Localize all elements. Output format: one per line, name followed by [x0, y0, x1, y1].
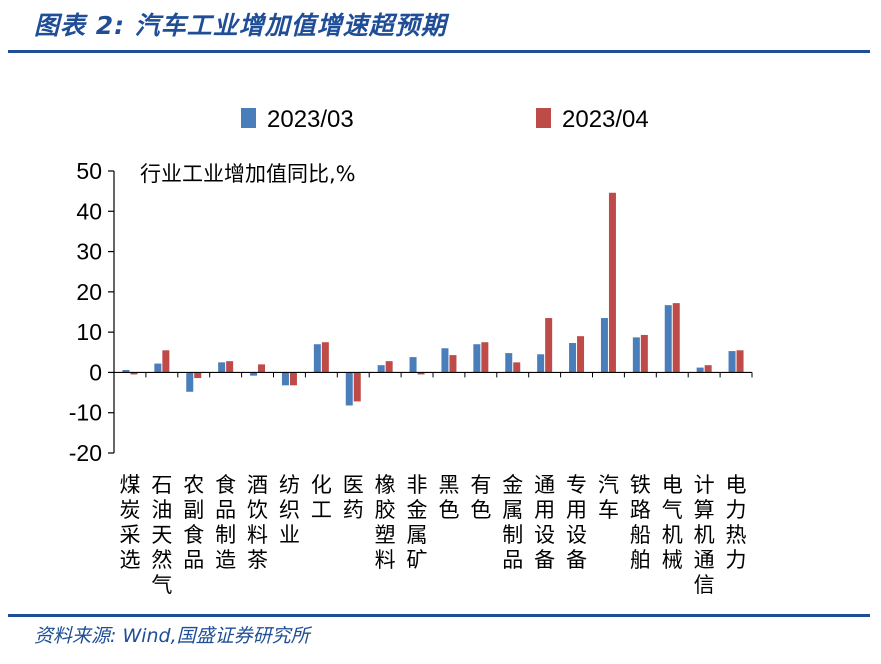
bar-2023-03: [505, 353, 513, 373]
y-tick-label: 40: [76, 198, 102, 224]
category-label: 化工: [311, 473, 332, 522]
category-label: 农副食品: [183, 473, 204, 572]
category-label: 电力热力: [726, 473, 747, 572]
bar-2023-04: [226, 361, 234, 373]
bar-2023-03: [728, 351, 736, 373]
y-tick-label: -10: [69, 400, 102, 426]
category-label: 有色: [470, 473, 491, 522]
category-label: 橡胶塑料: [375, 473, 396, 572]
bar-2023-03: [441, 348, 449, 373]
category-label: 金属制品: [502, 473, 523, 572]
bar-2023-04: [353, 372, 361, 402]
chart-legend: 2023/03 2023/04: [241, 106, 649, 133]
bar-2023-03: [345, 372, 353, 406]
bar-2023-03: [122, 370, 130, 373]
bar-2023-03: [696, 367, 704, 373]
y-tick-label: 50: [76, 158, 102, 184]
category-label: 食品制造: [215, 473, 236, 572]
bar-2023-04: [672, 303, 680, 373]
bottom-divider: [8, 614, 870, 617]
figure-title: 图表 2: 汽车工业增加值增速超预期: [34, 11, 447, 40]
category-label: 电气机械: [662, 473, 683, 572]
bar-2023-04: [321, 342, 329, 373]
bar-2023-04: [130, 372, 138, 375]
bar-2023-04: [417, 372, 425, 375]
y-tick-label: -20: [69, 440, 102, 466]
category-label: 医药: [343, 473, 364, 522]
bar-2023-04: [545, 318, 553, 373]
top-divider: [8, 50, 870, 53]
bar-2023-03: [664, 305, 672, 373]
y-tick-label: 10: [76, 319, 102, 345]
category-label: 煤炭采选: [119, 473, 140, 572]
y-tick-label: 0: [89, 359, 102, 385]
bar-2023-04: [608, 192, 616, 373]
legend-label: 2023/03: [267, 106, 354, 133]
category-label: 黑色: [438, 473, 459, 522]
category-label: 非金属矿: [407, 473, 428, 572]
bar-series: [122, 192, 744, 406]
category-label: 石油天然气: [151, 473, 172, 597]
bar-2023-03: [377, 365, 385, 373]
bar-2023-03: [250, 372, 258, 376]
bar-2023-04: [194, 372, 202, 379]
x-axis: 煤炭采选石油天然气农副食品食品制造酒饮料茶纺织业化工医药橡胶塑料非金属矿黑色有色…: [113, 371, 753, 597]
y-tick-label: 20: [76, 279, 102, 305]
legend-swatch-2023-03: [241, 108, 256, 128]
bar-2023-04: [289, 372, 297, 386]
bar-chart: 2023/03 2023/04 行业工业增加值同比,% 50 40 30 20 10 0 -1…: [69, 106, 753, 597]
bar-2023-03: [281, 372, 289, 386]
bar-2023-04: [704, 365, 712, 373]
legend-label: 2023/04: [562, 106, 649, 133]
bar-2023-04: [385, 361, 393, 373]
bar-2023-03: [473, 344, 481, 373]
bar-2023-04: [162, 350, 170, 373]
bar-2023-03: [632, 337, 640, 373]
bar-2023-03: [313, 344, 321, 373]
bar-2023-04: [513, 362, 521, 373]
bar-2023-03: [154, 363, 162, 373]
bar-2023-04: [577, 336, 585, 373]
y-axis: 50 40 30 20 10 0 -10 -20: [69, 158, 115, 466]
source-note: 资料来源: Wind,国盛证券研究所: [34, 625, 310, 647]
bar-2023-03: [569, 343, 577, 373]
bar-2023-04: [736, 350, 744, 373]
bar-2023-03: [409, 357, 417, 373]
bar-2023-04: [258, 364, 266, 373]
y-tick-label: 30: [76, 239, 102, 265]
category-label: 通用设备: [534, 473, 555, 572]
bar-2023-03: [600, 318, 608, 373]
category-label: 汽车: [598, 473, 619, 522]
bar-2023-03: [537, 354, 545, 373]
category-label: 酒饮料茶: [247, 473, 268, 572]
bar-2023-04: [449, 355, 457, 373]
bar-2023-03: [186, 372, 194, 392]
bar-2023-03: [218, 362, 226, 373]
bar-2023-04: [481, 342, 489, 373]
category-label: 铁路船舶: [630, 473, 651, 572]
legend-swatch-2023-04: [536, 108, 551, 128]
category-label: 纺织业: [279, 473, 300, 547]
category-label: 计算机通信: [694, 473, 715, 597]
category-label: 专用设备: [566, 473, 587, 572]
bar-2023-04: [640, 334, 648, 373]
chart-unit-label: 行业工业增加值同比,%: [140, 162, 356, 186]
